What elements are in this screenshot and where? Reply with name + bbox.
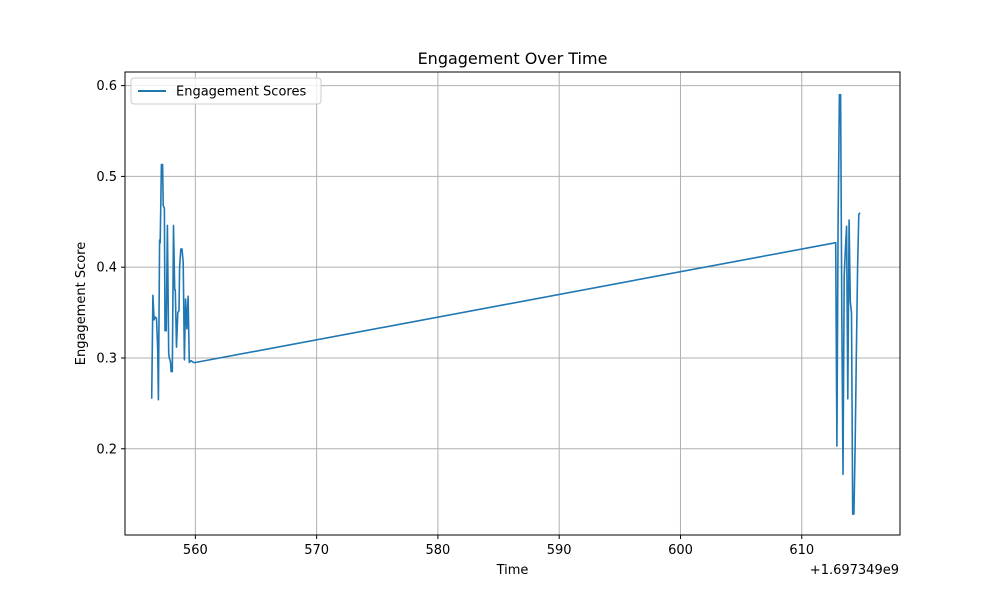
legend-label: Engagement Scores — [176, 85, 306, 100]
y-axis-label: Engagement Score — [74, 242, 89, 365]
x-tick-label: 580 — [425, 543, 450, 558]
y-tick-label: 0.6 — [96, 79, 117, 94]
plot-frame — [124, 71, 901, 536]
ticks: 560 570 580 590 600 610 0.2 0.3 0.4 0.5 0.6 — [96, 79, 814, 558]
x-tick-label: 560 — [183, 543, 208, 558]
y-tick-label: 0.5 — [96, 170, 117, 185]
y-tick-label: 0.4 — [96, 261, 117, 276]
x-tick-label: 570 — [304, 543, 329, 558]
y-tick-label: 0.3 — [96, 351, 117, 366]
y-tick-label: 0.2 — [96, 442, 117, 457]
chart-title: Engagement Over Time — [418, 49, 608, 68]
series-layer — [150, 93, 861, 515]
x-tick-label: 610 — [789, 543, 814, 558]
series-line-engagement-scores — [150, 93, 861, 515]
x-axis-label: Time — [496, 563, 529, 578]
x-tick-label: 590 — [547, 543, 572, 558]
x-tick-label: 600 — [668, 543, 693, 558]
legend-box — [130, 77, 322, 105]
legend: Engagement Scores — [130, 77, 322, 105]
x-axis-offset-label: +1.697349e9 — [810, 563, 899, 578]
grid — [125, 72, 900, 535]
